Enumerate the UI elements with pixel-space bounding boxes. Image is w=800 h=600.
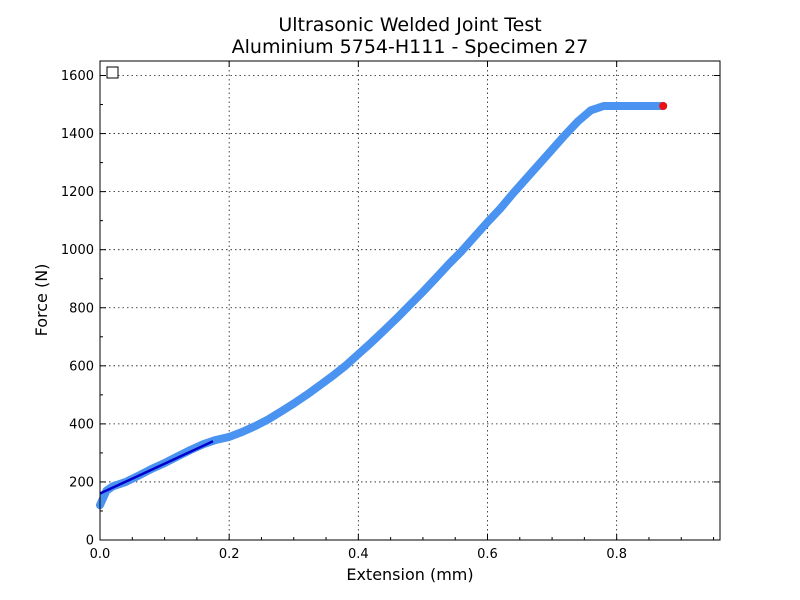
y-tick-label: 0: [86, 534, 94, 549]
x-tick-label: 0.8: [606, 547, 627, 562]
y-tick-label: 400: [69, 417, 94, 432]
x-tick-label: 0.4: [348, 547, 369, 562]
legend-marker: [106, 66, 119, 79]
y-tick-label: 1200: [61, 185, 94, 200]
x-tick-label: 0.6: [477, 547, 498, 562]
grid: [100, 61, 720, 540]
axis-ticks: 0.0 0.2 0.4 0.6 0.8 0 200 400 600 800 1000 1200 1400…: [61, 61, 720, 562]
y-tick-label: 800: [69, 301, 94, 316]
chart-title: Ultrasonic Welded Joint Test: [278, 14, 541, 36]
x-tick-label: 0.0: [90, 547, 111, 562]
y-axis-label: Force (N): [32, 264, 51, 337]
y-tick-label: 1000: [61, 243, 94, 258]
x-tick-label: 0.2: [219, 547, 240, 562]
y-tick-label: 200: [69, 475, 94, 490]
failure-point: [659, 101, 668, 110]
chart-subtitle: Aluminium 5754-H111 - Specimen 27: [232, 36, 589, 58]
y-tick-label: 1400: [61, 127, 94, 142]
x-axis-label: Extension (mm): [346, 565, 473, 584]
y-tick-label: 1600: [61, 69, 94, 84]
plot-data: [96, 101, 668, 510]
plot-frame: [99, 60, 721, 541]
y-tick-label: 600: [69, 359, 94, 374]
force-extension-curve: [96, 101, 668, 510]
linear-fit-line: [99, 440, 214, 495]
